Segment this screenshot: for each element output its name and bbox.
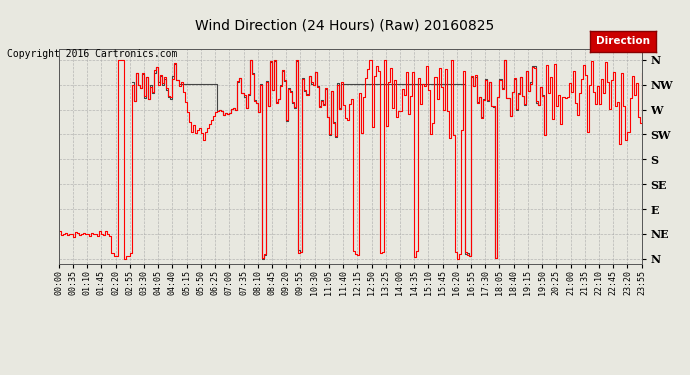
Text: Copyright 2016 Cartronics.com: Copyright 2016 Cartronics.com: [7, 49, 177, 59]
Text: Direction: Direction: [595, 36, 650, 46]
Text: Wind Direction (24 Hours) (Raw) 20160825: Wind Direction (24 Hours) (Raw) 20160825: [195, 19, 495, 33]
